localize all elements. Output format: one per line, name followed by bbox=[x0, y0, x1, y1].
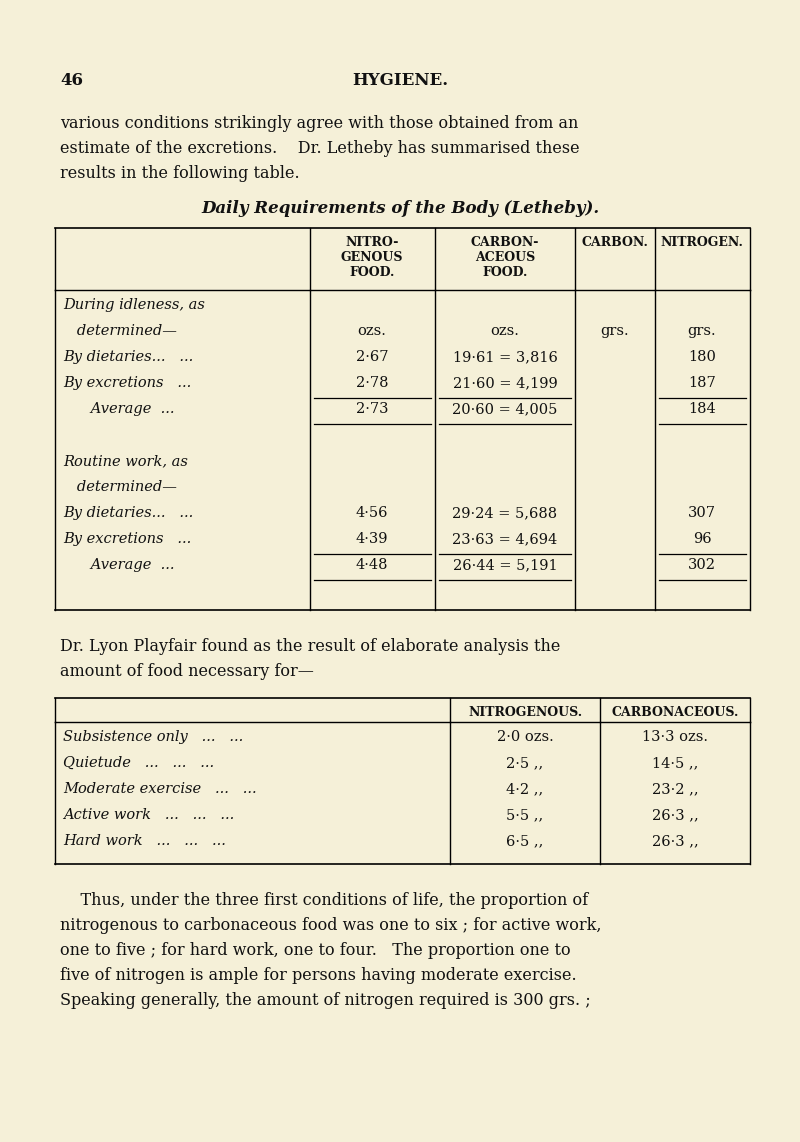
Text: Average  ...: Average ... bbox=[63, 402, 174, 416]
Text: 180: 180 bbox=[688, 349, 716, 364]
Text: nitrogenous to carbonaceous food was one to six ; for active work,: nitrogenous to carbonaceous food was one… bbox=[60, 917, 602, 934]
Text: 4·39: 4·39 bbox=[356, 532, 388, 546]
Text: 6·5 ,,: 6·5 ,, bbox=[506, 834, 544, 849]
Text: estimate of the excretions.    Dr. Letheby has summarised these: estimate of the excretions. Dr. Letheby … bbox=[60, 140, 580, 156]
Text: 187: 187 bbox=[688, 376, 716, 391]
Text: 96: 96 bbox=[693, 532, 711, 546]
Text: 2·5 ,,: 2·5 ,, bbox=[506, 756, 544, 770]
Text: 2·67: 2·67 bbox=[356, 349, 388, 364]
Text: FOOD.: FOOD. bbox=[482, 266, 528, 279]
Text: Routine work, as: Routine work, as bbox=[63, 455, 188, 468]
Text: Subsistence only   ...   ...: Subsistence only ... ... bbox=[63, 730, 243, 743]
Text: grs.: grs. bbox=[601, 324, 630, 338]
Text: Speaking generally, the amount of nitrogen required is 300 grs. ;: Speaking generally, the amount of nitrog… bbox=[60, 992, 590, 1010]
Text: 19·61 = 3,816: 19·61 = 3,816 bbox=[453, 349, 558, 364]
Text: 2·73: 2·73 bbox=[356, 402, 388, 416]
Text: FOOD.: FOOD. bbox=[350, 266, 394, 279]
Text: Dr. Lyon Playfair found as the result of elaborate analysis the: Dr. Lyon Playfair found as the result of… bbox=[60, 638, 560, 656]
Text: 26·44 = 5,191: 26·44 = 5,191 bbox=[453, 558, 558, 572]
Text: grs.: grs. bbox=[688, 324, 716, 338]
Text: 20·60 = 4,005: 20·60 = 4,005 bbox=[452, 402, 558, 416]
Text: results in the following table.: results in the following table. bbox=[60, 164, 300, 182]
Text: determined—: determined— bbox=[63, 480, 177, 494]
Text: 26·3 ,,: 26·3 ,, bbox=[652, 834, 698, 849]
Text: 4·2 ,,: 4·2 ,, bbox=[506, 782, 544, 796]
Text: GENOUS: GENOUS bbox=[341, 251, 403, 264]
Text: Average  ...: Average ... bbox=[63, 558, 174, 572]
Text: 21·60 = 4,199: 21·60 = 4,199 bbox=[453, 376, 558, 391]
Text: CARBONACEOUS.: CARBONACEOUS. bbox=[611, 706, 738, 719]
Text: 23·2 ,,: 23·2 ,, bbox=[652, 782, 698, 796]
Text: 13·3 ozs.: 13·3 ozs. bbox=[642, 730, 708, 743]
Text: 307: 307 bbox=[688, 506, 716, 520]
Text: Thus, under the three first conditions of life, the proportion of: Thus, under the three first conditions o… bbox=[60, 892, 588, 909]
Text: By dietaries...   ...: By dietaries... ... bbox=[63, 506, 194, 520]
Text: 184: 184 bbox=[688, 402, 716, 416]
Text: By excretions   ...: By excretions ... bbox=[63, 532, 191, 546]
Text: 2·0 ozs.: 2·0 ozs. bbox=[497, 730, 554, 743]
Text: various conditions strikingly agree with those obtained from an: various conditions strikingly agree with… bbox=[60, 115, 578, 132]
Text: 14·5 ,,: 14·5 ,, bbox=[652, 756, 698, 770]
Text: ozs.: ozs. bbox=[490, 324, 519, 338]
Text: 2·78: 2·78 bbox=[356, 376, 388, 391]
Text: five of nitrogen is ample for persons having moderate exercise.: five of nitrogen is ample for persons ha… bbox=[60, 967, 577, 984]
Text: 46: 46 bbox=[60, 72, 83, 89]
Text: Quietude   ...   ...   ...: Quietude ... ... ... bbox=[63, 756, 214, 770]
Text: By dietaries...   ...: By dietaries... ... bbox=[63, 349, 194, 364]
Text: determined—: determined— bbox=[63, 324, 177, 338]
Text: 23·63 = 4,694: 23·63 = 4,694 bbox=[452, 532, 558, 546]
Text: 29·24 = 5,688: 29·24 = 5,688 bbox=[453, 506, 558, 520]
Text: CARBON-: CARBON- bbox=[471, 236, 539, 249]
Text: HYGIENE.: HYGIENE. bbox=[352, 72, 448, 89]
Text: amount of food necessary for—: amount of food necessary for— bbox=[60, 664, 314, 679]
Text: Moderate exercise   ...   ...: Moderate exercise ... ... bbox=[63, 782, 257, 796]
Text: ACEOUS: ACEOUS bbox=[475, 251, 535, 264]
Text: Active work   ...   ...   ...: Active work ... ... ... bbox=[63, 809, 234, 822]
Text: one to five ; for hard work, one to four.   The proportion one to: one to five ; for hard work, one to four… bbox=[60, 942, 570, 959]
Text: 26·3 ,,: 26·3 ,, bbox=[652, 809, 698, 822]
Text: NITROGENOUS.: NITROGENOUS. bbox=[468, 706, 582, 719]
Text: 4·48: 4·48 bbox=[356, 558, 388, 572]
Text: NITRO-: NITRO- bbox=[346, 236, 398, 249]
Text: Daily Requirements of the Body (Letheby).: Daily Requirements of the Body (Letheby)… bbox=[201, 200, 599, 217]
Text: During idleness, as: During idleness, as bbox=[63, 298, 205, 312]
Text: ozs.: ozs. bbox=[358, 324, 386, 338]
Text: 5·5 ,,: 5·5 ,, bbox=[506, 809, 544, 822]
Text: 4·56: 4·56 bbox=[356, 506, 388, 520]
Text: By excretions   ...: By excretions ... bbox=[63, 376, 191, 391]
Text: CARBON.: CARBON. bbox=[582, 236, 649, 249]
Text: Hard work   ...   ...   ...: Hard work ... ... ... bbox=[63, 834, 226, 849]
Text: 302: 302 bbox=[688, 558, 716, 572]
Text: NITROGEN.: NITROGEN. bbox=[661, 236, 743, 249]
